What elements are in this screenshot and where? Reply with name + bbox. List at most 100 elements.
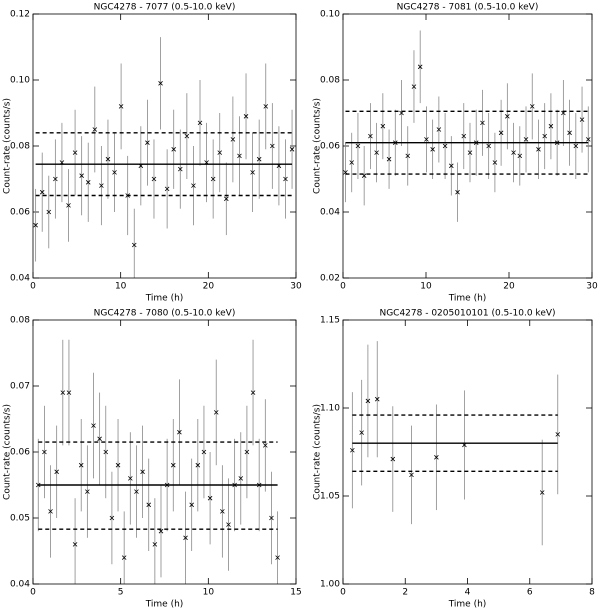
- data-point: [131, 242, 137, 248]
- y-tick-label: 0.06: [10, 448, 30, 458]
- data-point: [201, 449, 207, 455]
- data-point: [210, 176, 216, 182]
- data-point: [486, 143, 491, 149]
- data-point: [579, 117, 585, 122]
- y-tick-label: 1.10: [320, 404, 340, 414]
- data-point: [54, 469, 59, 475]
- y-axis-label: Count-rate (counts/s): [313, 404, 323, 500]
- data-point: [217, 150, 223, 155]
- data-point: [573, 143, 579, 149]
- data-point: [430, 147, 435, 152]
- data-point: [33, 222, 38, 228]
- data-point: [128, 476, 133, 481]
- data-point: [542, 133, 547, 139]
- data-point: [349, 160, 354, 165]
- data-point: [523, 137, 529, 142]
- data-point: [256, 156, 262, 162]
- data-point: [409, 472, 414, 478]
- data-point: [390, 456, 396, 462]
- data-point: [177, 166, 183, 172]
- data-point: [270, 143, 275, 149]
- x-tick-label: 0: [30, 282, 36, 292]
- data-point: [449, 163, 454, 169]
- data-point: [374, 396, 380, 402]
- data-point: [72, 542, 78, 547]
- data-point: [103, 449, 109, 455]
- data-point: [555, 432, 561, 437]
- data-point: [411, 84, 417, 89]
- x-tick-label: 2: [402, 588, 408, 598]
- data-point: [263, 443, 268, 448]
- data-point: [145, 140, 150, 145]
- data-point: [134, 489, 139, 494]
- y-tick-label: 0.02: [320, 274, 340, 284]
- data-point: [115, 462, 121, 468]
- y-tick-label: 0.08: [10, 142, 30, 152]
- data-point: [505, 114, 510, 119]
- x-axis-label: Time (h): [145, 294, 184, 304]
- data-point: [66, 203, 71, 208]
- data-point: [91, 423, 96, 428]
- data-point: [99, 183, 104, 188]
- data-point: [170, 462, 176, 468]
- x-tick-label: 0: [340, 588, 346, 598]
- y-tick-label: 0.08: [320, 76, 340, 86]
- data-point: [207, 495, 213, 501]
- y-tick-label: 1.05: [320, 492, 340, 502]
- data-point: [436, 127, 442, 132]
- data-point: [78, 462, 84, 468]
- y-tick-label: 0.04: [10, 580, 30, 590]
- data-point: [275, 555, 280, 560]
- data-point: [365, 398, 371, 404]
- plot-frame: [32, 319, 297, 585]
- panel-title: NGC4278 - 7081 (0.5-10.0 keV): [397, 3, 539, 13]
- data-point: [480, 120, 485, 126]
- plot-area: [350, 341, 561, 546]
- y-tick-label: 0.06: [10, 208, 30, 218]
- data-point: [380, 123, 386, 129]
- x-tick-label: 0: [340, 282, 346, 292]
- y-tick-label: 0.07: [10, 382, 30, 392]
- data-point: [112, 170, 117, 175]
- plot-area: [343, 30, 591, 222]
- plot-area: [35, 339, 280, 584]
- x-tick-label: 0: [30, 588, 36, 598]
- data-point: [109, 515, 115, 521]
- y-tick-label: 1.15: [320, 316, 340, 326]
- panel-title: NGC4278 - 7080 (0.5-10.0 keV): [94, 309, 236, 319]
- data-point: [539, 490, 545, 495]
- data-point: [359, 430, 364, 435]
- panel-title: NGC4278 - 7077 (0.5-10.0 keV): [94, 3, 236, 13]
- panel: NGC4278 - 7077 (0.5-10.0 keV) Time (h) Cou…: [3, 3, 302, 304]
- data-point: [442, 143, 448, 149]
- plot-area: [33, 37, 295, 278]
- data-point: [511, 150, 516, 155]
- panel: NGC4278 - 7080 (0.5-10.0 keV) Time (h) Cou…: [3, 309, 302, 610]
- data-point: [97, 436, 102, 442]
- data-point: [350, 447, 355, 453]
- x-axis-label: Time (h): [448, 294, 487, 304]
- y-tick-label: 0.04: [10, 274, 30, 284]
- data-point: [368, 133, 373, 139]
- x-tick-label: 10: [203, 588, 215, 598]
- x-tick-label: 8: [589, 588, 595, 598]
- data-point: [585, 137, 591, 142]
- data-point: [461, 133, 467, 139]
- data-point: [224, 196, 229, 202]
- data-point: [53, 176, 58, 182]
- x-tick-label: 30: [290, 282, 302, 292]
- data-point: [567, 130, 572, 136]
- x-tick-label: 20: [203, 282, 215, 292]
- data-point: [121, 555, 127, 560]
- data-point: [498, 130, 504, 136]
- data-point: [189, 502, 194, 508]
- data-point: [158, 81, 163, 86]
- data-point: [417, 64, 423, 70]
- x-tick-label: 15: [290, 588, 301, 598]
- data-point: [434, 454, 439, 460]
- x-tick-label: 10: [115, 282, 127, 292]
- y-tick-label: 0.08: [10, 316, 30, 326]
- data-point: [289, 147, 295, 152]
- data-point: [244, 449, 250, 455]
- plot-frame: [32, 13, 297, 279]
